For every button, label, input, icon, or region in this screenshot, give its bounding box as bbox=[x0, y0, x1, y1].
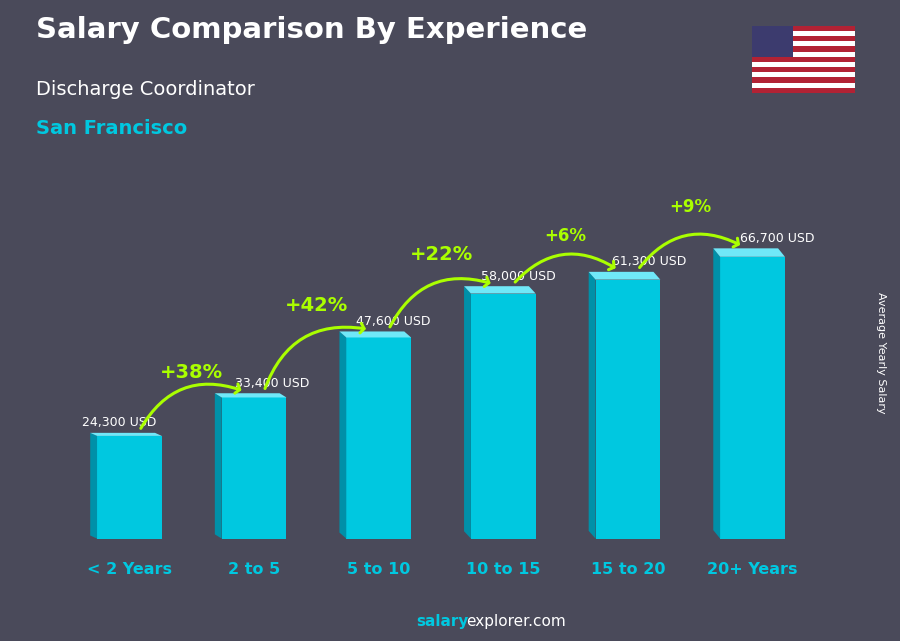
Bar bbox=[752, 26, 855, 31]
Text: 61,300 USD: 61,300 USD bbox=[612, 256, 686, 269]
Bar bbox=[752, 41, 855, 46]
Bar bbox=[752, 83, 855, 88]
Polygon shape bbox=[346, 337, 411, 538]
Polygon shape bbox=[90, 433, 97, 538]
Text: +38%: +38% bbox=[160, 363, 223, 381]
Polygon shape bbox=[720, 257, 785, 538]
Polygon shape bbox=[471, 294, 536, 538]
Polygon shape bbox=[215, 393, 286, 397]
Bar bbox=[752, 62, 855, 67]
Bar bbox=[752, 31, 855, 36]
Polygon shape bbox=[589, 272, 596, 538]
Text: 10 to 15: 10 to 15 bbox=[466, 562, 541, 577]
Text: Discharge Coordinator: Discharge Coordinator bbox=[36, 80, 255, 99]
Text: 2 to 5: 2 to 5 bbox=[228, 562, 280, 577]
Polygon shape bbox=[464, 286, 471, 538]
Text: +22%: +22% bbox=[410, 246, 472, 265]
Polygon shape bbox=[97, 436, 162, 538]
Text: explorer.com: explorer.com bbox=[466, 615, 566, 629]
Text: 20+ Years: 20+ Years bbox=[707, 562, 797, 577]
Bar bbox=[752, 78, 855, 83]
Bar bbox=[752, 46, 855, 51]
Text: Average Yearly Salary: Average Yearly Salary bbox=[877, 292, 886, 413]
Polygon shape bbox=[714, 248, 785, 257]
Text: < 2 Years: < 2 Years bbox=[87, 562, 172, 577]
Polygon shape bbox=[215, 393, 221, 538]
Text: 15 to 20: 15 to 20 bbox=[590, 562, 665, 577]
Text: 33,400 USD: 33,400 USD bbox=[236, 377, 310, 390]
Bar bbox=[752, 67, 855, 72]
Polygon shape bbox=[714, 248, 720, 538]
Bar bbox=[752, 36, 855, 41]
Text: 58,000 USD: 58,000 USD bbox=[481, 270, 555, 283]
Polygon shape bbox=[464, 286, 536, 294]
Bar bbox=[752, 88, 855, 93]
Text: 5 to 10: 5 to 10 bbox=[347, 562, 410, 577]
Bar bbox=[752, 56, 855, 62]
Bar bbox=[752, 51, 855, 56]
Polygon shape bbox=[589, 272, 661, 279]
Polygon shape bbox=[90, 433, 162, 436]
Polygon shape bbox=[221, 397, 286, 538]
Text: 24,300 USD: 24,300 USD bbox=[82, 417, 157, 429]
Text: 47,600 USD: 47,600 USD bbox=[356, 315, 431, 328]
Bar bbox=[752, 26, 793, 56]
Text: +6%: +6% bbox=[544, 226, 587, 244]
Text: 66,700 USD: 66,700 USD bbox=[740, 232, 814, 245]
Text: San Francisco: San Francisco bbox=[36, 119, 187, 138]
Bar bbox=[752, 72, 855, 78]
Polygon shape bbox=[339, 331, 411, 337]
Text: +9%: +9% bbox=[670, 198, 711, 216]
Polygon shape bbox=[339, 331, 346, 538]
Text: Salary Comparison By Experience: Salary Comparison By Experience bbox=[36, 16, 587, 44]
Polygon shape bbox=[596, 279, 661, 538]
Text: +42%: +42% bbox=[284, 296, 348, 315]
Text: salary: salary bbox=[416, 615, 468, 629]
